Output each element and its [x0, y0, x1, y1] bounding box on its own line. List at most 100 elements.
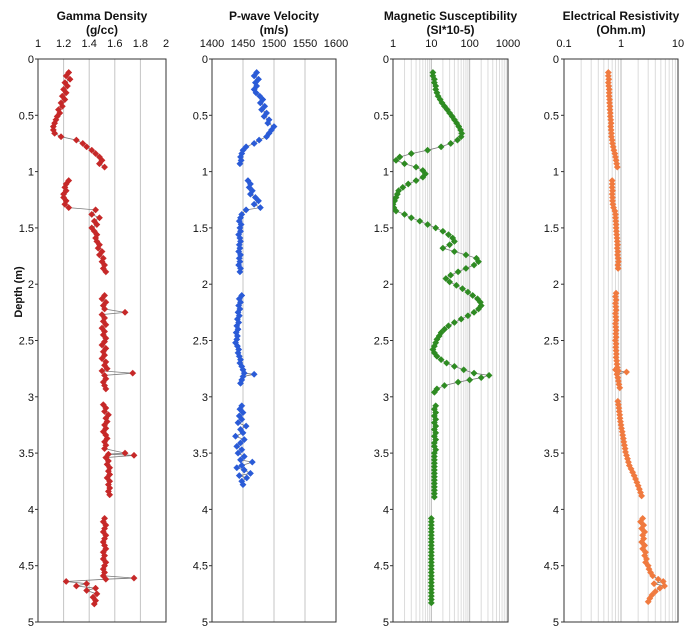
y-tick-label: 1.5 [193, 223, 208, 235]
y-tick-label: 0 [553, 54, 559, 66]
y-tick-label: 2 [553, 279, 559, 291]
data-point [101, 407, 109, 415]
y-tick-label: 3.5 [193, 448, 208, 460]
data-point [62, 577, 70, 585]
data-point [239, 481, 247, 489]
data-point [102, 575, 110, 583]
data-point [240, 436, 248, 444]
data-point [396, 153, 404, 161]
data-point [427, 599, 435, 607]
data-point [457, 133, 465, 141]
data-point [404, 180, 412, 188]
data-point [424, 146, 432, 154]
data-point [623, 368, 631, 376]
y-tick-label: 1.5 [374, 223, 389, 235]
data-point [419, 173, 427, 181]
data-point [412, 163, 420, 171]
data-point [95, 251, 103, 259]
data-point [237, 456, 245, 464]
y-tick-label: 0.5 [19, 110, 34, 122]
data-point [440, 382, 448, 390]
data-point [454, 268, 462, 276]
data-point [57, 133, 65, 141]
data-point [101, 163, 109, 171]
data-point [393, 156, 400, 164]
x-tick-label: 1550 [293, 38, 317, 50]
y-tick-label: 4.5 [193, 561, 208, 573]
panel-unit: (SI*10-5) [426, 23, 474, 37]
data-point [401, 160, 409, 168]
data-point [237, 379, 245, 387]
log-panel-3: Magnetic Susceptibility(SI*10-5)1 10 100 10… [374, 9, 521, 629]
data-point [450, 237, 458, 245]
y-tick-label: 0.5 [544, 110, 559, 122]
data-point [644, 598, 652, 606]
x-tick-label: 1 [390, 38, 396, 50]
data-point [94, 244, 102, 252]
data-point [102, 385, 110, 393]
panel-frame [37, 58, 167, 623]
data-point [66, 75, 74, 83]
y-tick-label: 3 [28, 392, 34, 404]
data-point [444, 231, 452, 239]
data-point [613, 163, 621, 171]
series-line-segment-5 [66, 518, 135, 605]
data-point [233, 442, 241, 450]
data-point [92, 150, 100, 158]
log-panel-1: Gamma Density(g/cc) 1 1.2 1.4 1.6 1.8 2 0 0.5 1 1.… [19, 9, 169, 629]
y-tick-label: 5 [383, 617, 389, 629]
log-panel-4: Electrical Resistivity(Ohm.m) 0.1 1 10 0 0.5 1… [544, 9, 684, 629]
data-point [242, 206, 250, 214]
y-tick-label: 1.5 [544, 223, 559, 235]
grid [580, 59, 676, 622]
data-point [447, 271, 455, 279]
data-point [246, 190, 254, 198]
data-point [614, 264, 622, 272]
y-tick-label: 2.5 [19, 336, 34, 348]
panel-title: Magnetic Susceptibility [384, 9, 518, 23]
data-point [651, 588, 659, 596]
data-point [654, 575, 662, 583]
y-tick-label: 4 [28, 504, 34, 516]
data-point [447, 139, 455, 147]
data-point [475, 258, 482, 266]
data-point [72, 136, 80, 144]
y-tick-label: 1 [28, 167, 34, 179]
data-point [98, 295, 106, 303]
panel-unit: (g/cc) [86, 23, 118, 37]
data-point [102, 321, 110, 329]
y-tick-label: 3.5 [374, 448, 389, 460]
data-point [256, 99, 264, 107]
data-point [444, 322, 452, 330]
data-point [250, 370, 258, 378]
x-tick-label: 1 [35, 38, 41, 50]
x-tick-label: 1.8 [133, 38, 148, 50]
data-point [416, 217, 424, 225]
data-point [446, 241, 454, 249]
data-point [236, 268, 244, 276]
data-point [459, 285, 466, 293]
y-tick-label: 5 [553, 617, 559, 629]
data-point [236, 160, 244, 168]
data-series [393, 69, 493, 607]
data-series [604, 69, 668, 606]
data-point [250, 139, 258, 147]
x-tick-label: 100 [460, 38, 478, 50]
x-tick-label: 1.4 [82, 38, 97, 50]
data-point [51, 129, 59, 137]
panel-title: Gamma Density [57, 9, 148, 23]
data-point [93, 221, 101, 229]
data-series [49, 69, 138, 608]
data-point [61, 200, 69, 208]
x-tick-label: 1.2 [56, 38, 71, 50]
data-point [452, 281, 460, 289]
panel-title: P-wave Velocity [229, 9, 319, 23]
data-point [83, 580, 91, 588]
log-panel-2: P-wave Velocity(m/s)1400 1450 1500 1550 1600… [193, 9, 349, 629]
y-tick-label: 3 [202, 392, 208, 404]
depth-axis-label: Depth (m) [13, 266, 25, 318]
data-point [232, 432, 240, 440]
data-point [464, 312, 472, 320]
data-point [243, 474, 251, 482]
